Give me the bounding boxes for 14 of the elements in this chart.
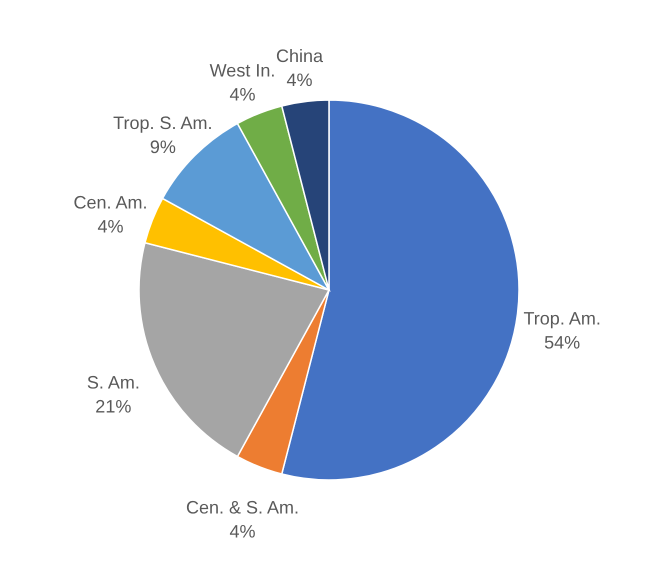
data-label: 9% [150, 136, 176, 157]
slice-label: China [276, 46, 324, 66]
slice-label: S. Am. [86, 372, 140, 392]
slice-label: West In. [210, 60, 276, 81]
data-label: 4% [229, 521, 256, 542]
data-label: 4% [97, 216, 124, 236]
slice-label: Cen. Am. [73, 192, 148, 212]
data-label: 54% [544, 332, 580, 352]
slice-label: Cen. & S. Am. [186, 497, 300, 518]
data-label: 21% [95, 396, 132, 416]
slice-label: Trop. Am. [523, 308, 601, 328]
data-label: 4% [286, 70, 313, 90]
slice-label: Trop. S. Am. [113, 112, 213, 133]
data-label: 4% [229, 84, 256, 105]
